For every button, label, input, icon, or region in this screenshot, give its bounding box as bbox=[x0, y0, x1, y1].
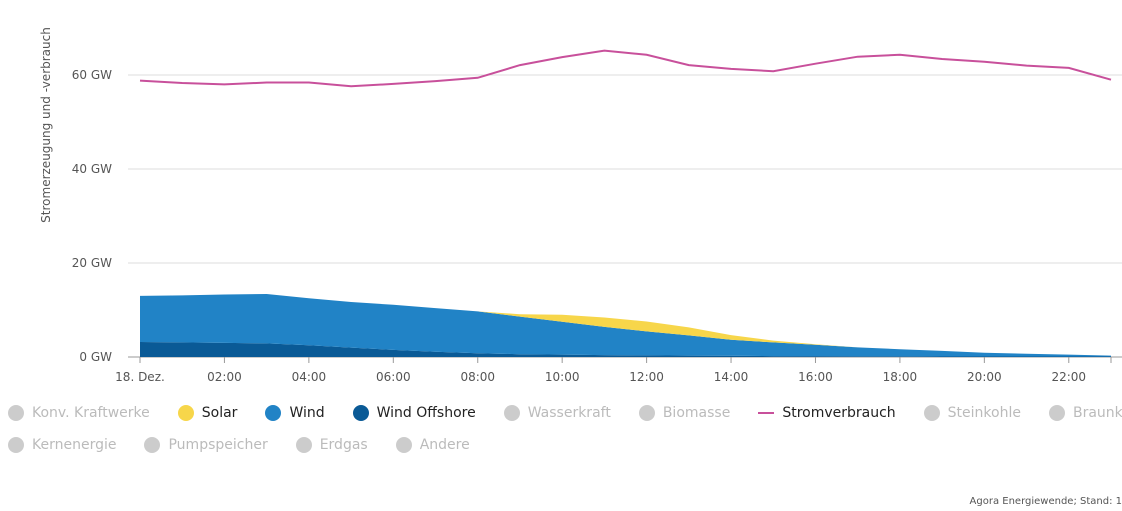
legend-label: Steinkohle bbox=[947, 405, 1021, 421]
source-credit: Agora Energiewende; Stand: 1 bbox=[969, 496, 1122, 507]
y-tick-label: 20 GW bbox=[72, 256, 112, 270]
legend-label: Erdgas bbox=[319, 437, 368, 453]
legend-item-biomasse[interactable]: Biomasse bbox=[638, 405, 731, 421]
x-axis: 18. Dez. 02:00 04:00 06:00 08:00 10:00 12:00 14… bbox=[115, 357, 1112, 384]
y-tick-label: 60 GW bbox=[72, 68, 112, 82]
legend-dot-icon bbox=[8, 437, 24, 453]
legend-dot-icon bbox=[8, 405, 24, 421]
legend-dot-icon bbox=[144, 437, 161, 453]
legend-item-andere[interactable]: Andere bbox=[395, 437, 470, 453]
legend-label: Wind Offshore bbox=[376, 405, 476, 421]
x-tick-label: 18:00 bbox=[883, 370, 918, 384]
x-tick-label: 02:00 bbox=[207, 370, 242, 384]
x-tick-label: 06:00 bbox=[376, 370, 411, 384]
legend-dot-icon bbox=[265, 405, 282, 421]
x-tick-label: 16:00 bbox=[798, 370, 833, 384]
legend-label: Kernenergie bbox=[32, 437, 117, 453]
legend-dot-icon bbox=[923, 405, 940, 421]
energy-chart: 0 GW 20 GW 40 GW 60 GW Stromerzeugung und -… bbox=[39, 27, 1122, 384]
legend-label: Braunkohle bbox=[1072, 405, 1122, 421]
area-wind-offshore bbox=[140, 342, 1111, 357]
legend-item-stromverbrauch[interactable]: Stromverbrauch bbox=[758, 405, 896, 421]
legend-label: Solar bbox=[201, 405, 238, 421]
area-wind bbox=[140, 294, 1111, 357]
legend-item-kernenergie[interactable]: Kernenergie bbox=[8, 437, 116, 453]
legend-item-konv-kraftwerke[interactable]: Konv. Kraftwerke bbox=[8, 405, 150, 421]
y-axis-ticks: 0 GW 20 GW 40 GW 60 GW bbox=[72, 68, 112, 364]
x-tick-label: 20:00 bbox=[967, 370, 1002, 384]
legend: Konv. Kraftwerke Solar Wind Wind Offshore Wa… bbox=[8, 403, 1122, 467]
legend-label: Wasserkraft bbox=[527, 405, 611, 421]
area-series bbox=[140, 294, 1111, 357]
x-tick-label: 22:00 bbox=[1051, 370, 1086, 384]
legend-label: Biomasse bbox=[662, 405, 731, 421]
legend-dot-icon bbox=[395, 437, 412, 453]
legend-line-icon bbox=[758, 412, 775, 414]
legend-item-erdgas[interactable]: Erdgas bbox=[295, 437, 368, 453]
legend-label: Wind bbox=[289, 405, 325, 421]
legend-item-steinkohle[interactable]: Steinkohle bbox=[923, 405, 1021, 421]
legend-dot-icon bbox=[352, 405, 369, 421]
legend-item-wind[interactable]: Wind bbox=[265, 405, 325, 421]
x-tick-label: 12:00 bbox=[629, 370, 664, 384]
x-tick-label: 14:00 bbox=[714, 370, 749, 384]
legend-item-solar[interactable]: Solar bbox=[177, 405, 238, 421]
legend-dot-icon bbox=[1048, 405, 1065, 421]
line-stromverbrauch bbox=[139, 49, 1112, 88]
legend-item-braunkohle[interactable]: Braunkohle bbox=[1048, 405, 1122, 421]
x-tick-label: 04:00 bbox=[292, 370, 327, 384]
legend-dot-icon bbox=[177, 405, 194, 421]
legend-dot-icon bbox=[503, 405, 520, 421]
x-tick-label: 10:00 bbox=[545, 370, 580, 384]
legend-row-1: Konv. Kraftwerke Solar Wind Wind Offshore Wa… bbox=[8, 405, 1122, 421]
area-solar bbox=[140, 294, 1111, 356]
x-tick-label: 08:00 bbox=[460, 370, 495, 384]
line-series bbox=[139, 49, 1112, 88]
legend-label: Pumpspeicher bbox=[168, 437, 268, 453]
y-tick-label: 0 GW bbox=[79, 350, 112, 364]
legend-item-wasserkraft[interactable]: Wasserkraft bbox=[503, 405, 611, 421]
legend-item-pumpspeicher[interactable]: Pumpspeicher bbox=[144, 437, 268, 453]
legend-item-wind-offshore[interactable]: Wind Offshore bbox=[352, 405, 476, 421]
legend-row-2: Kernenergie Pumpspeicher Erdgas Andere bbox=[8, 437, 498, 453]
y-tick-label: 40 GW bbox=[72, 162, 112, 176]
legend-label: Konv. Kraftwerke bbox=[32, 405, 150, 421]
legend-dot-icon bbox=[638, 405, 655, 421]
y-axis-label: Stromerzeugung und -verbrauch bbox=[39, 27, 53, 223]
legend-dot-icon bbox=[295, 437, 312, 453]
x-tick-label: 18. Dez. bbox=[115, 370, 165, 384]
legend-label: Andere bbox=[419, 437, 470, 453]
legend-label: Stromverbrauch bbox=[782, 405, 896, 421]
